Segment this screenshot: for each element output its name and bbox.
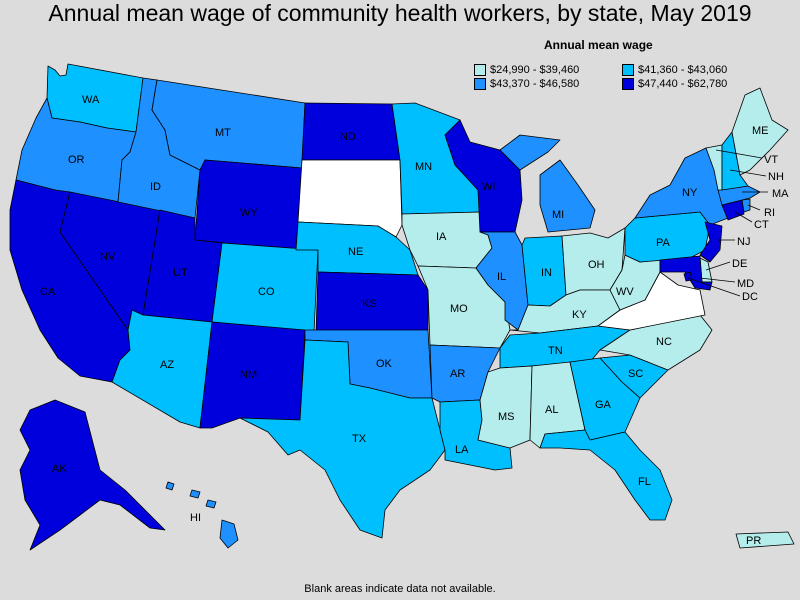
label-NJ: NJ: [737, 236, 750, 248]
label-UT: UT: [173, 267, 188, 279]
map-legend: Annual mean wage $24,990 - $39,460 $41,3…: [470, 38, 790, 91]
state-WY[interactable]: [194, 159, 303, 251]
label-CT: CT: [754, 219, 769, 231]
label-NV: NV: [100, 251, 116, 263]
legend-label: $41,360 - $43,060: [638, 64, 728, 76]
state-PR[interactable]: [735, 531, 795, 549]
legend-swatch: [474, 78, 486, 91]
label-CO: CO: [258, 286, 275, 298]
label-FL: FL: [638, 476, 651, 488]
label-AL: AL: [545, 404, 558, 416]
legend-label: $47,440 - $62,780: [638, 78, 728, 90]
legend-swatch: [622, 64, 634, 77]
state-NJ[interactable]: [699, 221, 723, 263]
label-NY: NY: [682, 187, 698, 199]
state-IL[interactable]: [475, 231, 529, 331]
label-MI: MI: [552, 209, 564, 221]
label-NM: NM: [240, 369, 257, 381]
state-NH[interactable]: [721, 131, 749, 191]
label-VT: VT: [764, 154, 778, 166]
label-PR: PR: [746, 535, 761, 547]
label-AZ: AZ: [160, 359, 174, 371]
label-LA: LA: [455, 444, 469, 456]
label-TX: TX: [352, 433, 367, 445]
label-IN: IN: [541, 267, 552, 279]
label-MT: MT: [215, 127, 231, 139]
label-MA: MA: [772, 188, 789, 200]
state-ME[interactable]: [731, 87, 789, 176]
label-SC: SC: [628, 368, 643, 380]
legend-swatch: [622, 78, 634, 91]
state-IA[interactable]: [401, 211, 493, 269]
label-MN: MN: [415, 161, 432, 173]
state-SC[interactable]: [599, 354, 669, 399]
state-VT[interactable]: [705, 144, 723, 191]
legend-item: $43,370 - $46,580: [474, 78, 580, 91]
state-AK[interactable]: [19, 399, 166, 551]
label-AK: AK: [52, 463, 67, 475]
state-NC[interactable]: [599, 314, 713, 371]
legend-label: $43,370 - $46,580: [490, 78, 580, 90]
label-ND: ND: [340, 131, 356, 143]
legend-title: Annual mean wage: [544, 38, 653, 52]
label-PA: PA: [656, 237, 671, 249]
label-KY: KY: [572, 309, 587, 321]
label-leader-lines: [687, 149, 768, 297]
legend-swatch: [474, 64, 486, 77]
state-TX[interactable]: [239, 339, 446, 539]
legend-item: $47,440 - $62,780: [622, 78, 728, 91]
label-MO: MO: [450, 303, 468, 315]
label-AR: AR: [450, 368, 465, 380]
state-MS[interactable]: [477, 365, 533, 449]
legend-item: $41,360 - $43,060: [622, 64, 728, 77]
state-MT[interactable]: [151, 79, 306, 171]
map-title: Annual mean wage of community health wor…: [48, 0, 752, 26]
label-IA: IA: [436, 231, 447, 243]
label-HI: HI: [190, 512, 201, 524]
state-RI[interactable]: [741, 198, 751, 213]
label-CA: CA: [40, 286, 56, 298]
legend-label: $24,990 - $39,460: [490, 64, 580, 76]
label-ID: ID: [150, 181, 161, 193]
state-WI[interactable]: [444, 119, 523, 233]
label-OH: OH: [588, 259, 605, 271]
label-OR: OR: [68, 154, 85, 166]
label-WA: WA: [82, 94, 100, 106]
state-FL[interactable]: [539, 429, 673, 521]
label-KS: KS: [362, 298, 377, 310]
label-TN: TN: [548, 345, 563, 357]
label-DC: DC: [742, 291, 758, 303]
label-DE: DE: [732, 258, 747, 270]
label-IL: IL: [497, 271, 506, 283]
state-KS[interactable]: [315, 271, 429, 333]
label-WY: WY: [240, 207, 258, 219]
label-WV: WV: [616, 286, 634, 298]
label-WI: WI: [482, 181, 495, 193]
label-OK: OK: [376, 358, 393, 370]
footnote: Blank areas indicate data not available.: [304, 583, 496, 595]
label-MD: MD: [737, 278, 754, 290]
label-GA: GA: [595, 399, 612, 411]
label-NC: NC: [656, 336, 672, 348]
state-labels: WA OR CA NV ID MT WY UT AZ CO NM ND NE K…: [40, 94, 789, 547]
state-MI[interactable]: [499, 134, 596, 233]
label-NE: NE: [348, 246, 363, 258]
label-NH: NH: [768, 171, 784, 183]
legend-item: $24,990 - $39,460: [474, 64, 580, 77]
label-MS: MS: [498, 411, 515, 423]
label-RI: RI: [764, 207, 775, 219]
state-HI[interactable]: [165, 481, 239, 549]
label-ME: ME: [752, 125, 769, 137]
